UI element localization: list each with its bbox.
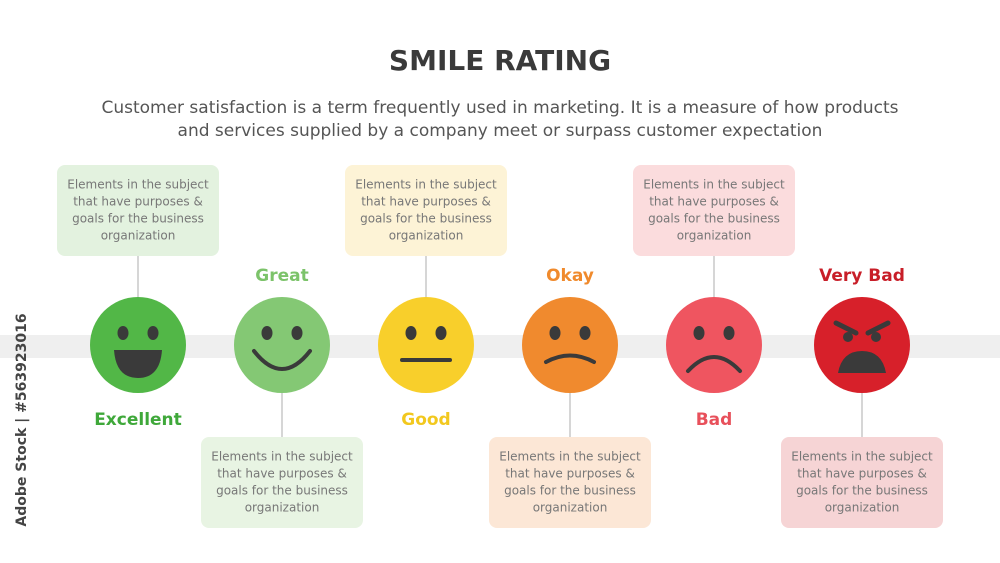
- face: [666, 297, 762, 393]
- description-text: Elements in the subject: [211, 450, 353, 464]
- mouth: [686, 355, 742, 373]
- rating-label: Excellent: [94, 410, 182, 430]
- eye: [871, 332, 881, 342]
- eye: [693, 326, 705, 340]
- description-text: organization: [677, 229, 752, 243]
- rating-label: Great: [255, 266, 308, 286]
- eye: [723, 326, 735, 340]
- face: [522, 297, 618, 393]
- description-text: organization: [533, 501, 608, 515]
- description-text: Elements in the subject: [791, 450, 933, 464]
- brow: [833, 320, 859, 336]
- description-box: [781, 437, 943, 528]
- brow: [865, 320, 891, 336]
- rating-label: Bad: [696, 410, 733, 430]
- eye: [405, 326, 417, 340]
- eye: [291, 326, 303, 340]
- description-text: goals for the business: [360, 212, 492, 226]
- description-box: [57, 165, 219, 256]
- description-box: [633, 165, 795, 256]
- mouth: [544, 353, 596, 364]
- description-box: [345, 165, 507, 256]
- watermark: Adobe Stock | #563923016: [14, 313, 30, 526]
- rating-label: Very Bad: [819, 266, 905, 286]
- eye: [147, 326, 159, 340]
- rating-label: Okay: [546, 266, 594, 286]
- face: [90, 297, 186, 393]
- description-box: [201, 437, 363, 528]
- eye: [843, 332, 853, 342]
- description-text: Elements in the subject: [643, 178, 785, 192]
- title: SMILE RATING: [389, 44, 611, 77]
- description-text: goals for the business: [504, 484, 636, 498]
- description-text: that have purposes &: [797, 467, 927, 481]
- face: [378, 297, 474, 393]
- eye: [261, 326, 273, 340]
- description-text: goals for the business: [72, 212, 204, 226]
- description-text: organization: [245, 501, 320, 515]
- subtitle: Customer satisfaction is a term frequent…: [101, 98, 898, 118]
- eye: [117, 326, 129, 340]
- description-text: organization: [101, 229, 176, 243]
- description-box: [489, 437, 651, 528]
- description-text: organization: [389, 229, 464, 243]
- mouth: [114, 350, 162, 378]
- description-text: that have purposes &: [361, 195, 491, 209]
- description-text: Elements in the subject: [499, 450, 641, 464]
- face: [814, 297, 910, 393]
- description-text: that have purposes &: [505, 467, 635, 481]
- eye: [435, 326, 447, 340]
- description-text: that have purposes &: [73, 195, 203, 209]
- mouth: [252, 349, 312, 371]
- eye: [579, 326, 591, 340]
- mouth: [838, 351, 886, 373]
- eye: [549, 326, 561, 340]
- face: [234, 297, 330, 393]
- description-text: Elements in the subject: [67, 178, 209, 192]
- description-text: organization: [825, 501, 900, 515]
- description-text: Elements in the subject: [355, 178, 497, 192]
- description-text: goals for the business: [796, 484, 928, 498]
- subtitle: and services supplied by a company meet …: [178, 121, 823, 141]
- description-text: goals for the business: [648, 212, 780, 226]
- description-text: that have purposes &: [217, 467, 347, 481]
- description-text: goals for the business: [216, 484, 348, 498]
- description-text: that have purposes &: [649, 195, 779, 209]
- rating-label: Good: [401, 410, 450, 430]
